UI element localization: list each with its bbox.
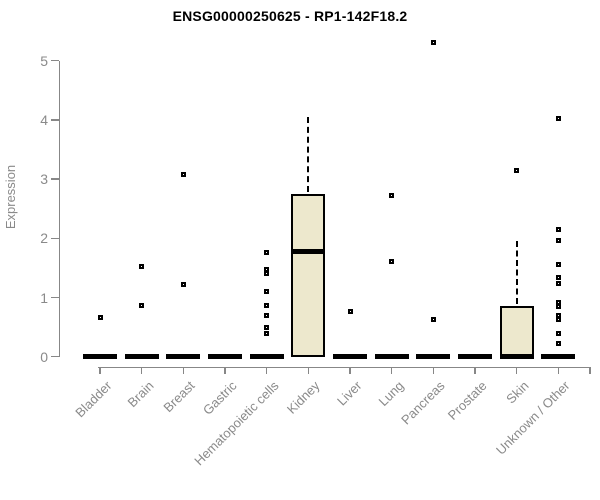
collapsed-box	[333, 353, 368, 360]
outlier-point	[389, 259, 395, 265]
outlier-point	[555, 226, 561, 232]
y-axis-tick	[50, 178, 59, 180]
collapsed-box	[416, 353, 451, 360]
outlier-point	[555, 330, 561, 336]
outlier-point	[97, 314, 103, 320]
outlier-point	[555, 303, 561, 309]
collapsed-box	[374, 353, 409, 360]
outlier-point	[555, 238, 561, 244]
outlier-point	[139, 263, 145, 269]
outlier-point	[264, 325, 270, 331]
y-tick-label: 1	[40, 289, 48, 306]
x-axis-tick	[182, 367, 185, 374]
outlier-point	[430, 39, 436, 45]
outlier-point	[555, 115, 561, 121]
y-axis-tick	[50, 237, 59, 240]
outlier-point	[264, 331, 270, 337]
x-axis-tick	[140, 367, 143, 374]
outlier-point	[555, 275, 561, 281]
y-axis-tick	[50, 355, 59, 358]
y-axis-tick	[50, 59, 59, 62]
collapsed-box	[208, 353, 242, 360]
x-axis-line	[97, 366, 591, 368]
outlier-point	[555, 299, 561, 305]
upper-whisker	[307, 116, 310, 192]
x-axis-tick	[224, 367, 226, 374]
chart-title: ENSG00000250625 - RP1-142F18.2	[172, 8, 408, 24]
y-tick-label: 3	[40, 171, 48, 188]
outlier-point	[180, 172, 186, 178]
outlier-point	[555, 280, 561, 286]
outlier-point	[139, 303, 145, 309]
x-axis-tick	[515, 367, 518, 374]
x-axis-tick	[265, 367, 268, 374]
collapsed-box	[249, 353, 284, 360]
collapsed-box	[83, 353, 117, 360]
y-tick-label: 2	[40, 230, 48, 247]
collapsed-box	[458, 353, 493, 360]
outlier-point	[555, 262, 561, 268]
outlier-point	[514, 167, 520, 173]
x-axis-tick	[349, 367, 351, 374]
outlier-point	[264, 289, 270, 295]
median-line	[291, 248, 326, 254]
outlier-point	[555, 312, 561, 318]
y-axis-line	[58, 60, 60, 357]
outlier-point	[180, 281, 186, 287]
x-axis-tick	[474, 367, 476, 374]
y-tick-label: 0	[40, 348, 48, 365]
y-axis-label: Expression	[3, 164, 18, 230]
outlier-point	[430, 316, 436, 322]
outlier-point	[347, 308, 353, 314]
median-line	[499, 354, 534, 360]
box	[499, 305, 534, 357]
y-axis-tick	[50, 296, 59, 299]
x-axis-tick	[99, 367, 101, 374]
y-tick-label: 4	[40, 111, 48, 128]
x-axis-tick	[307, 367, 310, 374]
x-axis-tick	[557, 367, 560, 374]
x-axis-tick	[432, 367, 435, 374]
y-tick-label: 5	[40, 52, 48, 69]
outlier-point	[264, 270, 270, 276]
outlier-point	[264, 266, 270, 272]
collapsed-box	[541, 353, 576, 360]
upper-whisker	[515, 240, 518, 304]
outlier-point	[264, 250, 270, 255]
collapsed-box	[124, 353, 159, 360]
outlier-point	[389, 192, 395, 198]
x-axis-tick	[390, 367, 393, 374]
collapsed-box	[166, 353, 201, 360]
outlier-point	[264, 313, 270, 319]
x-axis-end-tick	[589, 367, 591, 374]
outlier-point	[264, 303, 270, 309]
box	[291, 193, 326, 357]
outlier-point	[555, 340, 561, 346]
outlier-point	[555, 317, 561, 323]
y-axis-tick	[50, 119, 59, 121]
